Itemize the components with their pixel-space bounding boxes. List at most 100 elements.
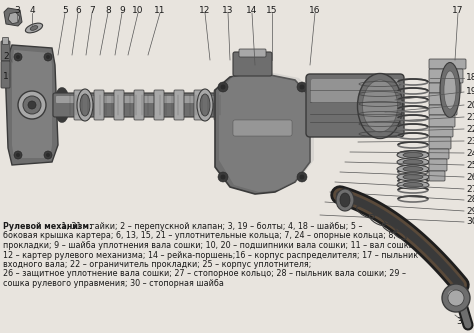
Text: 24: 24 (466, 149, 474, 158)
Ellipse shape (440, 63, 460, 118)
Text: 7: 7 (89, 6, 95, 15)
Text: 22: 22 (466, 125, 474, 134)
Circle shape (300, 85, 304, 90)
Text: 8: 8 (105, 6, 111, 15)
Ellipse shape (403, 182, 423, 187)
FancyBboxPatch shape (134, 90, 144, 120)
Circle shape (448, 290, 458, 300)
Ellipse shape (28, 101, 36, 109)
Ellipse shape (444, 71, 456, 109)
Text: 31: 31 (456, 317, 468, 326)
Ellipse shape (77, 89, 93, 121)
Circle shape (46, 55, 50, 59)
Text: 1, 31 – гайки; 2 – перепускной клапан; 3, 19 – болты; 4, 18 – шайбы; 5 –: 1, 31 – гайки; 2 – перепускной клапан; 3… (59, 222, 363, 231)
Polygon shape (12, 50, 52, 158)
FancyBboxPatch shape (74, 90, 84, 120)
Text: сошка рулевого управмения; 30 – стопорная шайба: сошка рулевого управмения; 30 – стопорна… (3, 279, 224, 288)
Text: 26 – защитное уплотнение вала сошки; 27 – стопорное кольцо; 28 – пыльник вала со: 26 – защитное уплотнение вала сошки; 27 … (3, 269, 406, 278)
Text: 16: 16 (309, 6, 321, 15)
Ellipse shape (403, 160, 423, 165)
Text: Рулевой механизм:: Рулевой механизм: (3, 222, 92, 231)
FancyBboxPatch shape (429, 127, 453, 137)
Circle shape (297, 172, 307, 182)
Polygon shape (219, 70, 314, 192)
Ellipse shape (18, 91, 46, 119)
Ellipse shape (403, 174, 423, 179)
Ellipse shape (26, 23, 43, 33)
Text: 9: 9 (119, 6, 125, 15)
FancyBboxPatch shape (429, 93, 459, 105)
FancyBboxPatch shape (194, 90, 204, 120)
FancyBboxPatch shape (233, 52, 272, 76)
Text: 28: 28 (466, 195, 474, 204)
FancyBboxPatch shape (311, 79, 399, 103)
Text: 4: 4 (29, 6, 35, 15)
FancyBboxPatch shape (94, 90, 104, 120)
Circle shape (218, 172, 228, 182)
FancyBboxPatch shape (429, 159, 447, 171)
Circle shape (220, 85, 226, 90)
Ellipse shape (397, 158, 429, 166)
Text: 18: 18 (466, 74, 474, 83)
FancyBboxPatch shape (429, 171, 445, 181)
FancyBboxPatch shape (429, 69, 463, 83)
FancyBboxPatch shape (239, 49, 266, 57)
Text: 3: 3 (14, 6, 20, 15)
Ellipse shape (30, 26, 38, 30)
Text: прокладки; 9 – шайба уплотнения вала сошки; 10, 20 – подшипники вала сошки; 11 –: прокладки; 9 – шайба уплотнения вала сош… (3, 241, 417, 250)
FancyBboxPatch shape (429, 83, 461, 93)
Circle shape (220, 174, 226, 179)
Circle shape (14, 53, 22, 61)
Text: 2: 2 (3, 52, 9, 61)
FancyBboxPatch shape (56, 96, 234, 103)
Text: 5: 5 (62, 6, 68, 15)
Polygon shape (215, 72, 310, 194)
Text: входного вала; 22 – ограничитель прокладки; 25 – корпус уплотнителя;: входного вала; 22 – ограничитель проклад… (3, 260, 311, 269)
Polygon shape (4, 8, 22, 26)
Circle shape (16, 55, 20, 59)
Text: 11: 11 (154, 6, 166, 15)
Ellipse shape (336, 189, 354, 211)
Circle shape (16, 153, 20, 157)
Text: 29: 29 (466, 206, 474, 215)
Text: боковая крышка картера; 6, 13, 15, 21 – уплотнительные кольца; 7, 24 – опорные к: боковая крышка картера; 6, 13, 15, 21 – … (3, 231, 415, 240)
Text: 17: 17 (452, 6, 464, 15)
Ellipse shape (357, 74, 402, 139)
Ellipse shape (23, 96, 41, 114)
Circle shape (46, 153, 50, 157)
Ellipse shape (397, 151, 429, 159)
Text: 20: 20 (466, 101, 474, 110)
Ellipse shape (340, 193, 350, 207)
FancyBboxPatch shape (1, 61, 10, 88)
FancyBboxPatch shape (214, 90, 224, 120)
FancyBboxPatch shape (154, 90, 164, 120)
FancyBboxPatch shape (429, 115, 455, 127)
Circle shape (14, 151, 22, 159)
FancyBboxPatch shape (429, 59, 466, 69)
Text: 23: 23 (466, 137, 474, 146)
Circle shape (44, 151, 52, 159)
Text: 6: 6 (75, 6, 81, 15)
Ellipse shape (403, 153, 423, 158)
Ellipse shape (397, 181, 429, 189)
Text: 26: 26 (466, 172, 474, 181)
Text: 13: 13 (222, 6, 234, 15)
Text: 1: 1 (3, 72, 9, 81)
FancyBboxPatch shape (174, 90, 184, 120)
Text: 12 – картер рулевого механизма; 14 – рейка-поршень;16 – корпус распределителя; 1: 12 – картер рулевого механизма; 14 – рей… (3, 250, 418, 259)
FancyBboxPatch shape (233, 120, 292, 136)
Circle shape (448, 290, 464, 306)
Ellipse shape (197, 89, 213, 121)
Ellipse shape (80, 94, 90, 116)
FancyBboxPatch shape (306, 74, 404, 137)
Circle shape (297, 82, 307, 92)
Text: 27: 27 (466, 184, 474, 193)
Circle shape (44, 53, 52, 61)
Text: 14: 14 (246, 6, 258, 15)
Text: 19: 19 (466, 88, 474, 97)
Text: 10: 10 (132, 6, 144, 15)
FancyBboxPatch shape (2, 38, 9, 45)
Circle shape (218, 82, 228, 92)
Text: 15: 15 (266, 6, 278, 15)
Ellipse shape (200, 94, 210, 116)
